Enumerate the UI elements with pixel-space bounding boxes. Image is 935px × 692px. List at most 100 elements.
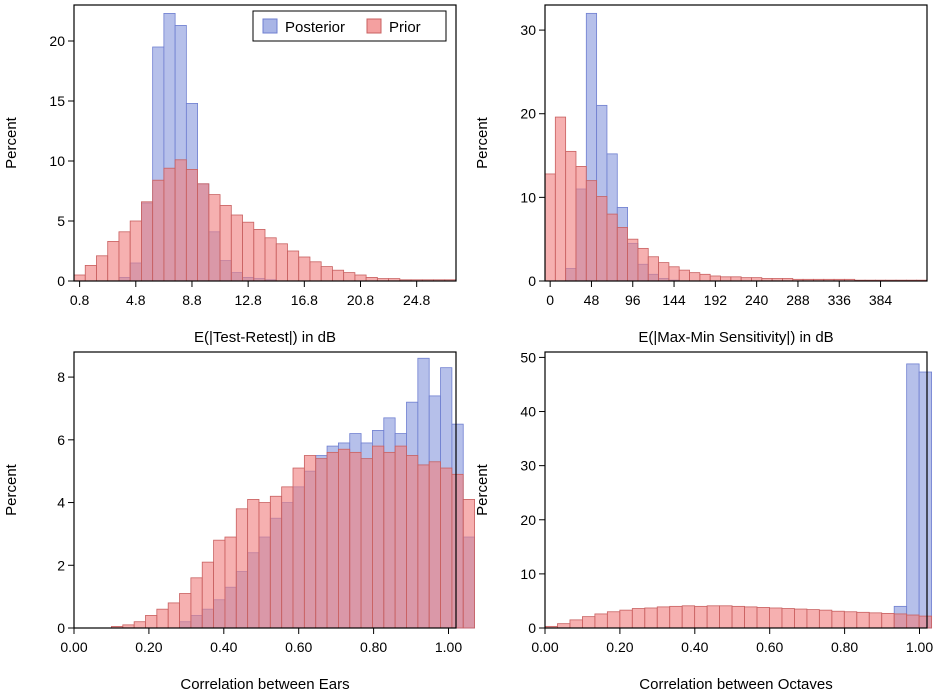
x-tick-label: 4.8 bbox=[126, 292, 146, 308]
prior-bar bbox=[440, 467, 453, 629]
prior-bar bbox=[575, 166, 587, 282]
plot-frame bbox=[544, 351, 928, 629]
prior-bar bbox=[298, 256, 311, 282]
y-tick-label: 8 bbox=[57, 369, 65, 385]
prior-bar bbox=[678, 269, 690, 282]
y-tick-label: 10 bbox=[520, 566, 536, 582]
y-tick-label: 50 bbox=[520, 349, 536, 365]
panel-correlation-octaves: 0.00 0.20 0.40 0.60 0.80 1.00 0 10 20 30 40 50 Corre… bbox=[474, 349, 933, 692]
prior-bar bbox=[190, 577, 203, 629]
prior-bar bbox=[320, 266, 333, 282]
prior-bar bbox=[893, 613, 908, 629]
prior-bar bbox=[197, 183, 210, 282]
prior-bar bbox=[219, 204, 232, 282]
prior-bar bbox=[337, 448, 351, 629]
prior-bar bbox=[152, 179, 165, 282]
y-tick-label: 20 bbox=[49, 33, 65, 49]
panel-max-min-sensitivity: 0 48 96 144 192 240 288 336 384 0 10 20 30 E(|Max-Min… bbox=[474, 4, 928, 346]
x-tick-label: 0.8 bbox=[70, 292, 90, 308]
y-tick-label: 2 bbox=[57, 557, 65, 573]
x-axis-label: Correlation between Octaves bbox=[639, 676, 832, 692]
prior-bar bbox=[253, 228, 266, 282]
prior-bar bbox=[706, 605, 721, 629]
y-tick-label: 30 bbox=[520, 458, 536, 474]
bars bbox=[544, 12, 928, 282]
x-tick-label: 0.80 bbox=[360, 639, 387, 655]
y-axis-label: Percent bbox=[3, 116, 20, 169]
prior-bar bbox=[315, 458, 328, 629]
prior-bar bbox=[585, 180, 598, 282]
prior-bar bbox=[269, 495, 283, 629]
prior-bar bbox=[906, 614, 920, 629]
x-tick-label: 192 bbox=[704, 292, 728, 308]
prior-bar bbox=[582, 616, 596, 629]
y-tick-label: 6 bbox=[57, 432, 65, 448]
prior-bar bbox=[201, 561, 214, 629]
prior-bar bbox=[627, 238, 639, 282]
prior-bar bbox=[631, 608, 646, 629]
x-tick-label: 0.60 bbox=[756, 639, 783, 655]
y-tick-label: 0 bbox=[57, 620, 65, 636]
prior-bar bbox=[918, 615, 933, 629]
prior-bar bbox=[208, 194, 221, 282]
prior-bar bbox=[133, 621, 146, 629]
prior-bar bbox=[794, 608, 808, 629]
prior-bar bbox=[681, 605, 696, 629]
prior-bar bbox=[224, 536, 237, 629]
prior-bar bbox=[818, 609, 833, 629]
prior-bar bbox=[343, 272, 356, 282]
prior-bar bbox=[332, 269, 345, 282]
x-tick-label: 20.8 bbox=[347, 292, 374, 308]
prior-bar bbox=[247, 499, 260, 629]
prior-bar bbox=[179, 593, 192, 629]
prior-bar bbox=[868, 612, 883, 629]
prior-bar bbox=[831, 610, 845, 629]
prior-bar bbox=[569, 619, 583, 629]
prior-bar bbox=[129, 220, 142, 282]
prior-bar bbox=[694, 605, 708, 629]
prior-bar bbox=[326, 451, 339, 629]
prior-bar bbox=[287, 250, 300, 282]
prior-bar bbox=[462, 499, 475, 629]
prior-bar bbox=[557, 623, 571, 629]
y-axis-label: Percent bbox=[3, 463, 20, 516]
prior-bar bbox=[118, 231, 131, 282]
prior-bar bbox=[145, 615, 158, 629]
prior-bar bbox=[213, 539, 226, 629]
prior-bar bbox=[383, 451, 396, 629]
prior-bar bbox=[303, 455, 317, 629]
prior-bar bbox=[230, 214, 243, 282]
x-tick-label: 1.00 bbox=[435, 639, 462, 655]
prior-bar bbox=[406, 455, 419, 629]
prior-bar bbox=[594, 613, 608, 629]
prior-bar bbox=[656, 606, 671, 629]
y-axis-label: Percent bbox=[474, 463, 491, 516]
prior-bar bbox=[720, 276, 732, 282]
prior-bar bbox=[354, 274, 367, 282]
prior-bar bbox=[84, 264, 97, 282]
x-tick-label: 384 bbox=[869, 292, 893, 308]
prior-bar bbox=[349, 451, 362, 629]
x-tick-label: 0.40 bbox=[210, 639, 237, 655]
prior-bar bbox=[606, 611, 621, 629]
bars bbox=[73, 12, 457, 282]
prior-bar bbox=[73, 274, 86, 282]
x-tick-label: 0 bbox=[546, 292, 554, 308]
y-tick-label: 0 bbox=[528, 620, 536, 636]
x-tick-label: 96 bbox=[625, 292, 641, 308]
prior-bar bbox=[275, 243, 288, 282]
prior-bar bbox=[565, 150, 577, 282]
legend-label-prior: Prior bbox=[389, 19, 421, 36]
x-tick-label: 0.40 bbox=[681, 639, 708, 655]
y-tick-label: 15 bbox=[49, 93, 65, 109]
prior-bar bbox=[544, 173, 556, 282]
prior-bar bbox=[554, 116, 567, 282]
legend-box bbox=[252, 10, 447, 42]
prior-bar bbox=[174, 159, 187, 282]
prior-bar bbox=[756, 607, 770, 629]
prior-bar bbox=[616, 227, 628, 282]
prior-bar bbox=[167, 602, 180, 629]
x-tick-label: 0.80 bbox=[831, 639, 858, 655]
prior-bar bbox=[96, 255, 109, 282]
